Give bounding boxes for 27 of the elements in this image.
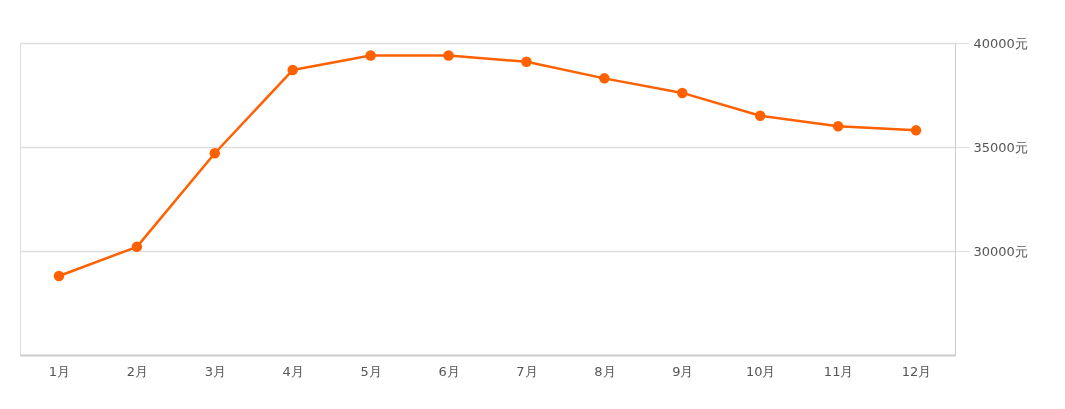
x-tick-label: 3月 bbox=[204, 363, 226, 379]
point bbox=[599, 73, 610, 84]
point bbox=[53, 270, 65, 282]
x-tick-label: 7月 bbox=[516, 363, 538, 379]
x-tick-label: 10月 bbox=[745, 363, 776, 379]
x-tick-label: 12月 bbox=[901, 363, 932, 379]
y-tick-label: 35000元 bbox=[973, 139, 1028, 155]
point bbox=[832, 120, 844, 132]
x-tick-label: 5月 bbox=[360, 363, 382, 379]
x-tick-label: 8月 bbox=[594, 363, 616, 379]
point bbox=[209, 148, 221, 159]
point bbox=[131, 241, 143, 253]
point bbox=[365, 50, 376, 61]
x-tick-label: 6月 bbox=[438, 363, 460, 379]
point bbox=[443, 50, 454, 61]
y-tick-label: 30000元 bbox=[973, 243, 1028, 259]
y-tick-label: 40000元 bbox=[973, 35, 1028, 51]
x-tick-label: 1月 bbox=[48, 363, 71, 379]
x-tick-label: 9月 bbox=[672, 363, 694, 379]
point bbox=[677, 87, 688, 99]
point bbox=[287, 64, 298, 76]
point bbox=[521, 56, 532, 67]
x-tick-label: 4月 bbox=[282, 363, 304, 379]
x-tick-label: 11月 bbox=[823, 363, 854, 379]
point bbox=[754, 110, 766, 122]
x-tick-label: 2月 bbox=[126, 363, 149, 379]
point bbox=[910, 125, 922, 136]
